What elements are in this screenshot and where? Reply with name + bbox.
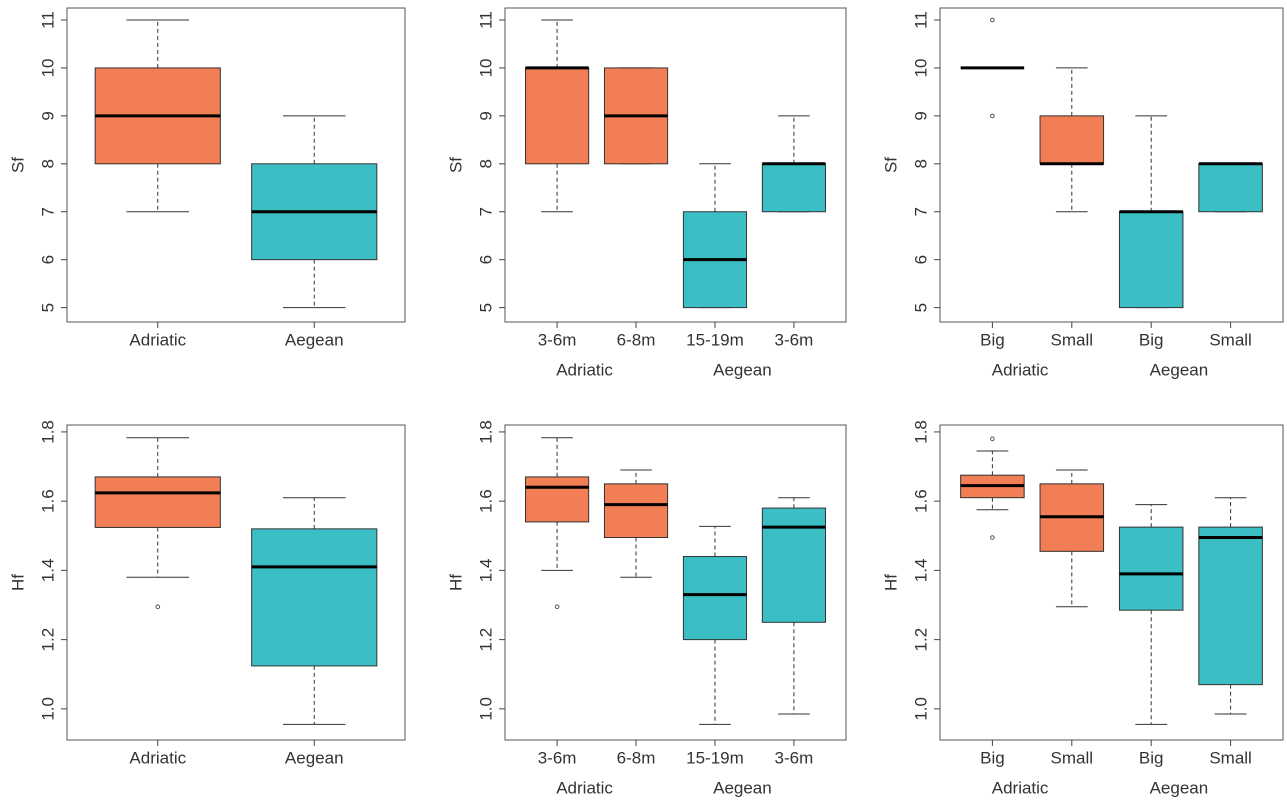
y-axis-label: Hf xyxy=(8,574,27,591)
y-tick-label: 1.4 xyxy=(38,559,57,583)
box xyxy=(682,556,748,641)
y-tick-label: 8 xyxy=(476,159,495,168)
outlier xyxy=(554,604,560,610)
y-tick-label: 10 xyxy=(911,58,930,77)
x-tick-label: Small xyxy=(1051,748,1094,767)
y-tick-label: 1.4 xyxy=(911,559,930,583)
y-tick-label: 5 xyxy=(476,303,495,312)
y-tick-label: 8 xyxy=(38,159,57,168)
y-tick-label: 1.2 xyxy=(476,628,495,652)
box xyxy=(1118,526,1184,611)
y-tick-label: 7 xyxy=(911,207,930,216)
box xyxy=(1039,115,1105,165)
y-tick-label: 6 xyxy=(911,255,930,264)
box xyxy=(525,67,590,165)
y-tick-label: 9 xyxy=(911,111,930,120)
y-tick-label: 1.8 xyxy=(911,420,930,444)
y-tick-label: 1.2 xyxy=(38,628,57,652)
x-tick-label: 3-6m xyxy=(775,330,814,349)
y-axis-label: Hf xyxy=(881,574,900,591)
plot-frame xyxy=(939,424,1284,741)
outlier xyxy=(990,436,995,442)
x-tick-label: 3-6m xyxy=(775,748,814,767)
outlier xyxy=(155,604,161,610)
plot-frame xyxy=(66,7,406,323)
group-label: Aegean xyxy=(713,360,772,379)
box xyxy=(1198,163,1263,213)
x-tick-label: Adriatic xyxy=(129,748,186,767)
x-tick-label: 6-8m xyxy=(617,748,656,767)
y-axis-label: Sf xyxy=(881,157,900,173)
plot-frame xyxy=(504,7,847,323)
y-tick-label: 11 xyxy=(38,11,57,29)
x-tick-label: 15-19m xyxy=(686,330,744,349)
plot-frame xyxy=(939,7,1284,323)
group-label: Aegean xyxy=(713,778,772,797)
group-label: Adriatic xyxy=(556,360,613,379)
y-tick-label: 6 xyxy=(38,255,57,264)
box xyxy=(94,476,221,528)
x-tick-label: 3-6m xyxy=(538,748,577,767)
y-tick-label: 1.6 xyxy=(38,489,57,513)
x-tick-label: Big xyxy=(1139,748,1164,767)
y-tick-label: 5 xyxy=(38,303,57,312)
y-tick-label: 5 xyxy=(911,303,930,312)
y-axis-label: Sf xyxy=(446,157,465,173)
y-tick-label: 11 xyxy=(476,11,495,29)
y-tick-label: 1.4 xyxy=(476,559,495,583)
box xyxy=(525,476,590,523)
box xyxy=(761,507,826,623)
x-tick-label: Adriatic xyxy=(129,330,186,349)
x-tick-label: Big xyxy=(980,748,1005,767)
group-label: Aegean xyxy=(1150,778,1209,797)
box xyxy=(1198,526,1263,686)
y-tick-label: 1.8 xyxy=(476,420,495,444)
box xyxy=(1118,211,1184,309)
x-tick-label: 6-8m xyxy=(617,330,656,349)
x-tick-label: 15-19m xyxy=(686,748,744,767)
y-tick-label: 1.6 xyxy=(476,489,495,513)
group-label: Aegean xyxy=(1150,360,1209,379)
y-tick-label: 9 xyxy=(476,111,495,120)
y-tick-label: 10 xyxy=(476,58,495,77)
y-tick-label: 7 xyxy=(38,207,57,216)
y-axis-label: Sf xyxy=(8,157,27,173)
x-tick-label: Aegean xyxy=(285,330,344,349)
y-tick-label: 1.2 xyxy=(911,628,930,652)
outlier xyxy=(990,535,995,540)
outlier xyxy=(990,113,995,119)
x-tick-label: Small xyxy=(1209,748,1252,767)
y-tick-label: 6 xyxy=(476,255,495,264)
y-tick-label: 10 xyxy=(38,58,57,77)
box xyxy=(761,163,826,213)
x-tick-label: Big xyxy=(980,330,1005,349)
y-tick-label: 9 xyxy=(38,111,57,120)
y-axis-label: Hf xyxy=(446,574,465,591)
y-tick-label: 8 xyxy=(911,159,930,168)
plot-frame xyxy=(66,424,406,741)
box xyxy=(251,528,378,667)
plot-frame xyxy=(504,424,847,741)
box xyxy=(603,483,669,539)
x-tick-label: Small xyxy=(1209,330,1252,349)
y-tick-label: 11 xyxy=(911,11,930,29)
y-tick-label: 1.0 xyxy=(476,697,495,721)
group-label: Adriatic xyxy=(992,778,1049,797)
y-tick-label: 1.8 xyxy=(38,420,57,444)
x-tick-label: Small xyxy=(1051,330,1094,349)
y-tick-label: 1.6 xyxy=(911,489,930,513)
x-tick-label: Big xyxy=(1139,330,1164,349)
x-tick-label: 3-6m xyxy=(538,330,577,349)
group-label: Adriatic xyxy=(992,360,1049,379)
y-tick-label: 1.0 xyxy=(911,697,930,721)
y-tick-label: 1.0 xyxy=(38,697,57,721)
x-tick-label: Aegean xyxy=(285,748,344,767)
group-label: Adriatic xyxy=(556,778,613,797)
outlier xyxy=(990,17,995,23)
y-tick-label: 7 xyxy=(476,207,495,216)
